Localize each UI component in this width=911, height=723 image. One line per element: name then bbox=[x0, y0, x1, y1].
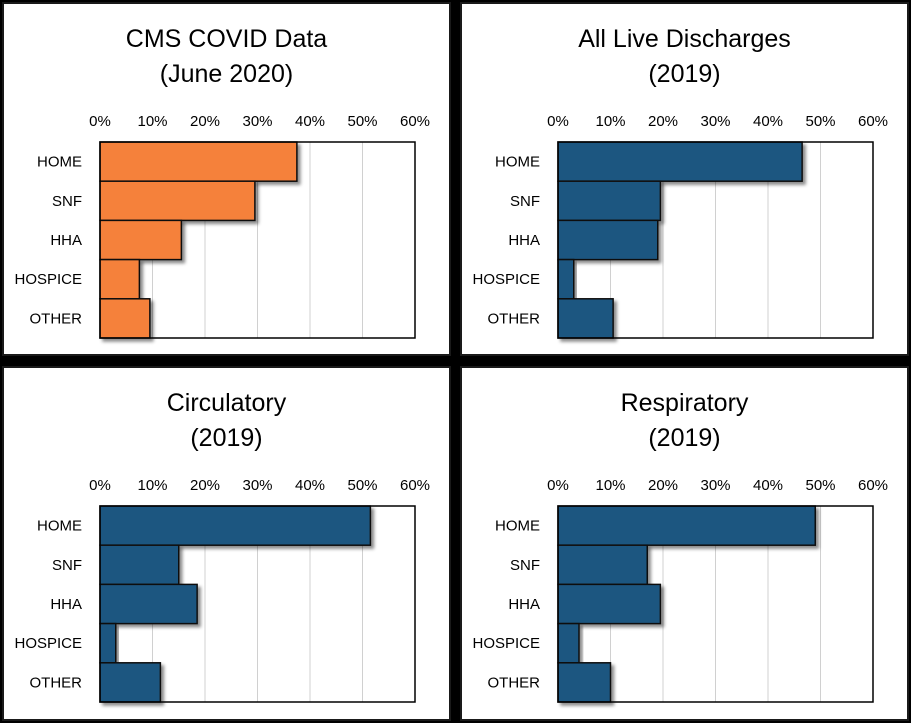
bar-hha bbox=[557, 583, 662, 625]
bar-chart: 0% 10% 20% 30% 40% 50% 60% HOME SNF HHA HOSPICE OTH… bbox=[472, 477, 888, 703]
category-label-snf: SNF bbox=[510, 557, 540, 574]
x-tick-label: 10% bbox=[595, 113, 625, 130]
bar-chart: 0% 10% 20% 30% 40% 50% 60% HOME SNF HHA HOSPICE OTH… bbox=[14, 113, 430, 339]
category-label-home: HOME bbox=[37, 154, 82, 171]
bar-other bbox=[99, 662, 162, 703]
category-label-hospice: HOSPICE bbox=[14, 635, 82, 652]
x-tick-label: 60% bbox=[858, 477, 888, 494]
x-tick-label: 10% bbox=[137, 477, 167, 494]
x-tick-label: 40% bbox=[753, 113, 783, 130]
bar-snf bbox=[99, 180, 256, 222]
x-tick-label: 20% bbox=[648, 477, 678, 494]
category-label-hospice: HOSPICE bbox=[14, 271, 82, 288]
x-tick-label: 10% bbox=[137, 113, 167, 130]
x-tick-label: 20% bbox=[648, 113, 678, 130]
bar-hha bbox=[99, 583, 198, 625]
x-tick-label: 60% bbox=[858, 113, 888, 130]
bar-chart: 0% 10% 20% 30% 40% 50% 60% HOME SNF HHA HOSPICE OTH… bbox=[14, 477, 430, 703]
category-label-hospice: HOSPICE bbox=[472, 635, 540, 652]
chart-title: Respiratory bbox=[620, 389, 749, 417]
bar-other bbox=[99, 298, 151, 339]
chart-panel-cms-covid: CMS COVID Data (June 2020) 0% 10% 20% 30% 40… bbox=[2, 2, 451, 356]
category-label-hha: HHA bbox=[50, 596, 82, 613]
chart-title: CMS COVID Data bbox=[125, 25, 328, 53]
plot-border bbox=[99, 505, 416, 703]
category-label-home: HOME bbox=[37, 518, 82, 535]
chart-subtitle: (June 2020) bbox=[159, 60, 294, 88]
plot-border bbox=[99, 141, 416, 339]
x-tick-label: 50% bbox=[805, 477, 835, 494]
x-tick-label: 60% bbox=[400, 113, 430, 130]
plot-border bbox=[557, 505, 874, 703]
bar-chart: 0% 10% 20% 30% 40% 50% 60% HOME SNF HHA HOSPICE OTH… bbox=[472, 113, 888, 339]
bar-hospice bbox=[557, 622, 580, 664]
x-tick-label: 30% bbox=[700, 113, 730, 130]
bar-hospice bbox=[99, 258, 141, 300]
x-tick-label: 40% bbox=[295, 113, 325, 130]
bar-hospice bbox=[557, 258, 575, 300]
bar-snf bbox=[99, 544, 180, 586]
bar-home bbox=[99, 141, 298, 182]
x-tick-label: 0% bbox=[89, 477, 111, 494]
category-label-hha: HHA bbox=[508, 596, 540, 613]
bar-home bbox=[99, 505, 372, 546]
x-tick-label: 50% bbox=[347, 113, 377, 130]
x-tick-label: 30% bbox=[700, 477, 730, 494]
x-tick-label: 50% bbox=[805, 113, 835, 130]
category-label-hha: HHA bbox=[50, 232, 82, 249]
category-label-other: OTHER bbox=[488, 674, 541, 691]
bar-hha bbox=[99, 219, 183, 261]
x-tick-label: 30% bbox=[242, 113, 272, 130]
category-label-hha: HHA bbox=[508, 232, 540, 249]
category-label-other: OTHER bbox=[30, 310, 83, 327]
plot-border bbox=[557, 141, 874, 339]
category-label-snf: SNF bbox=[52, 557, 82, 574]
bar-snf bbox=[557, 544, 648, 586]
x-tick-label: 30% bbox=[242, 477, 272, 494]
x-tick-label: 50% bbox=[347, 477, 377, 494]
x-tick-label: 0% bbox=[89, 113, 111, 130]
bar-hospice bbox=[99, 622, 117, 664]
category-label-home: HOME bbox=[495, 518, 540, 535]
bar-other bbox=[557, 662, 612, 703]
x-tick-label: 40% bbox=[753, 477, 783, 494]
chart-panel-circulatory: Circulatory (2019) 0% 10% 20% 30% 40% 50% 60% H… bbox=[2, 366, 451, 721]
bar-snf bbox=[557, 180, 662, 222]
bar-other bbox=[557, 298, 614, 339]
bar-home bbox=[557, 505, 816, 546]
chart-subtitle: (2019) bbox=[648, 424, 721, 452]
category-label-other: OTHER bbox=[488, 310, 541, 327]
category-label-snf: SNF bbox=[52, 193, 82, 210]
x-tick-label: 0% bbox=[547, 477, 569, 494]
category-label-other: OTHER bbox=[30, 674, 83, 691]
chart-subtitle: (2019) bbox=[648, 60, 721, 88]
category-label-home: HOME bbox=[495, 154, 540, 171]
chart-panel-respiratory: Respiratory (2019) 0% 10% 20% 30% 40% 50% 60% H… bbox=[460, 366, 909, 721]
bar-hha bbox=[557, 219, 659, 261]
x-tick-label: 20% bbox=[190, 477, 220, 494]
x-tick-label: 0% bbox=[547, 113, 569, 130]
category-label-hospice: HOSPICE bbox=[472, 271, 540, 288]
category-label-snf: SNF bbox=[510, 193, 540, 210]
bar-home bbox=[557, 141, 803, 182]
chart-title: All Live Discharges bbox=[578, 25, 791, 53]
chart-subtitle: (2019) bbox=[190, 424, 263, 452]
x-tick-label: 10% bbox=[595, 477, 625, 494]
x-tick-label: 20% bbox=[190, 113, 220, 130]
x-tick-label: 40% bbox=[295, 477, 325, 494]
chart-panel-all-live-discharges: All Live Discharges (2019) 0% 10% 20% 30% 40… bbox=[460, 2, 909, 356]
x-tick-label: 60% bbox=[400, 477, 430, 494]
chart-title: Circulatory bbox=[166, 389, 287, 417]
